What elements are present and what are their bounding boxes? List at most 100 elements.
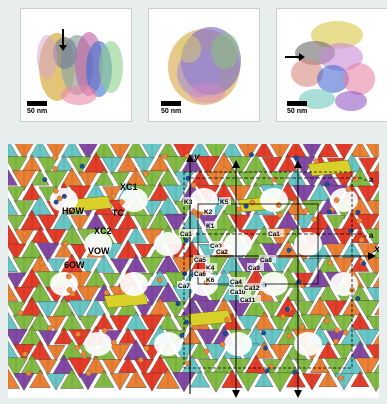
tetrahedron xyxy=(22,183,42,201)
anion-sphere xyxy=(285,306,290,312)
yellow-polyhedron xyxy=(187,309,233,327)
label-tc: TC xyxy=(112,208,124,218)
site-label: Ca9 xyxy=(248,265,260,272)
site-label-bg xyxy=(267,229,284,237)
tetrahedron xyxy=(110,172,130,189)
label-xc2: XC2 xyxy=(94,226,112,236)
scale-bar xyxy=(287,101,307,106)
cation-sphere xyxy=(118,199,125,205)
tetrahedron xyxy=(356,300,380,321)
cation-sphere xyxy=(156,277,163,283)
y-axis-label: y xyxy=(193,152,200,163)
site-label: Ca1 xyxy=(180,231,192,238)
tetrahedron xyxy=(318,370,338,388)
tetrahedron xyxy=(324,300,348,320)
tetrahedron xyxy=(350,226,370,243)
cation-sphere xyxy=(53,188,59,194)
anion-sphere xyxy=(361,261,367,266)
tetrahedron xyxy=(286,284,306,301)
anion-sphere xyxy=(53,199,59,205)
cation-sphere xyxy=(185,360,191,367)
tetrahedron xyxy=(109,315,131,334)
cation-sphere xyxy=(236,206,242,213)
arrowhead xyxy=(232,390,240,398)
site-label-bg xyxy=(183,197,195,205)
cation-sphere xyxy=(110,193,117,200)
cation-sphere xyxy=(17,310,24,316)
tetrahedron xyxy=(70,215,90,232)
cation-sphere xyxy=(277,212,283,218)
tetrahedron xyxy=(254,140,274,157)
site-label: Ca12 xyxy=(244,285,260,292)
tetrahedron xyxy=(356,213,380,234)
x-axis-arrowhead xyxy=(368,252,376,260)
tetrahedron xyxy=(93,254,115,273)
cation-sphere xyxy=(69,291,76,297)
anion-sphere xyxy=(261,330,266,336)
tetrahedron xyxy=(110,258,130,275)
cation-sphere xyxy=(286,333,293,339)
tetrahedron xyxy=(37,214,59,233)
anion-sphere xyxy=(243,203,249,209)
tetrahedron xyxy=(11,170,37,191)
tetrahedron xyxy=(356,328,380,350)
label-vow: VOW xyxy=(88,246,110,256)
site-label-bg xyxy=(205,263,217,271)
tetrahedron xyxy=(165,301,187,319)
site-label-bg xyxy=(179,229,196,237)
cation-sphere xyxy=(22,230,28,237)
cation-sphere xyxy=(358,237,365,243)
tomography-panel-3: 50 nm xyxy=(276,8,387,122)
channel-cavity xyxy=(260,188,288,212)
cation-sphere xyxy=(143,170,149,177)
tetrahedron xyxy=(67,357,93,379)
channel-cavity xyxy=(84,332,112,356)
tetrahedron xyxy=(46,143,66,160)
tomography-panel-2: 50 nm xyxy=(148,8,260,122)
tetrahedron xyxy=(60,368,84,389)
site-label: K1 xyxy=(206,223,215,230)
tetrahedron xyxy=(5,272,27,290)
cation-sphere xyxy=(221,167,228,173)
tetrahedron xyxy=(196,156,220,177)
cation-sphere xyxy=(324,318,330,324)
channel-cavity xyxy=(120,272,148,296)
tetrahedron xyxy=(301,286,323,305)
a-axis-label: - a xyxy=(364,231,374,240)
channel-cavity xyxy=(154,232,182,256)
channel-cavity xyxy=(330,272,358,296)
tetrahedron xyxy=(156,368,180,389)
tetrahedron xyxy=(350,370,370,387)
anion-sphere xyxy=(179,332,185,338)
cation-sphere xyxy=(51,154,58,161)
anion-sphere xyxy=(222,330,228,336)
cation-sphere xyxy=(353,175,359,182)
cation-sphere xyxy=(80,351,87,358)
arrow-icon xyxy=(59,29,67,51)
cation-sphere xyxy=(85,370,92,377)
tetrahedron xyxy=(157,312,179,330)
anion-sphere xyxy=(292,369,298,375)
tetrahedron xyxy=(244,210,268,230)
tetrahedron xyxy=(141,200,163,219)
tetrahedron xyxy=(117,355,139,373)
anion-sphere xyxy=(263,345,268,351)
tetrahedron xyxy=(317,139,339,158)
tetrahedron xyxy=(262,215,282,232)
tetrahedron xyxy=(163,357,189,379)
site-label-bg xyxy=(243,283,265,291)
anion-sphere xyxy=(348,228,354,234)
tetrahedron xyxy=(334,143,354,160)
tetrahedron xyxy=(117,211,139,230)
cation-sphere xyxy=(101,327,108,334)
cation-sphere xyxy=(303,208,309,214)
tetrahedron xyxy=(364,372,387,392)
cation-sphere xyxy=(190,182,197,189)
tetrahedron xyxy=(76,285,100,306)
tetrahedron xyxy=(326,215,346,232)
anion-sphere xyxy=(249,152,254,158)
cation-sphere xyxy=(293,214,300,221)
cation-sphere xyxy=(219,341,226,348)
tetrahedron xyxy=(254,370,274,387)
